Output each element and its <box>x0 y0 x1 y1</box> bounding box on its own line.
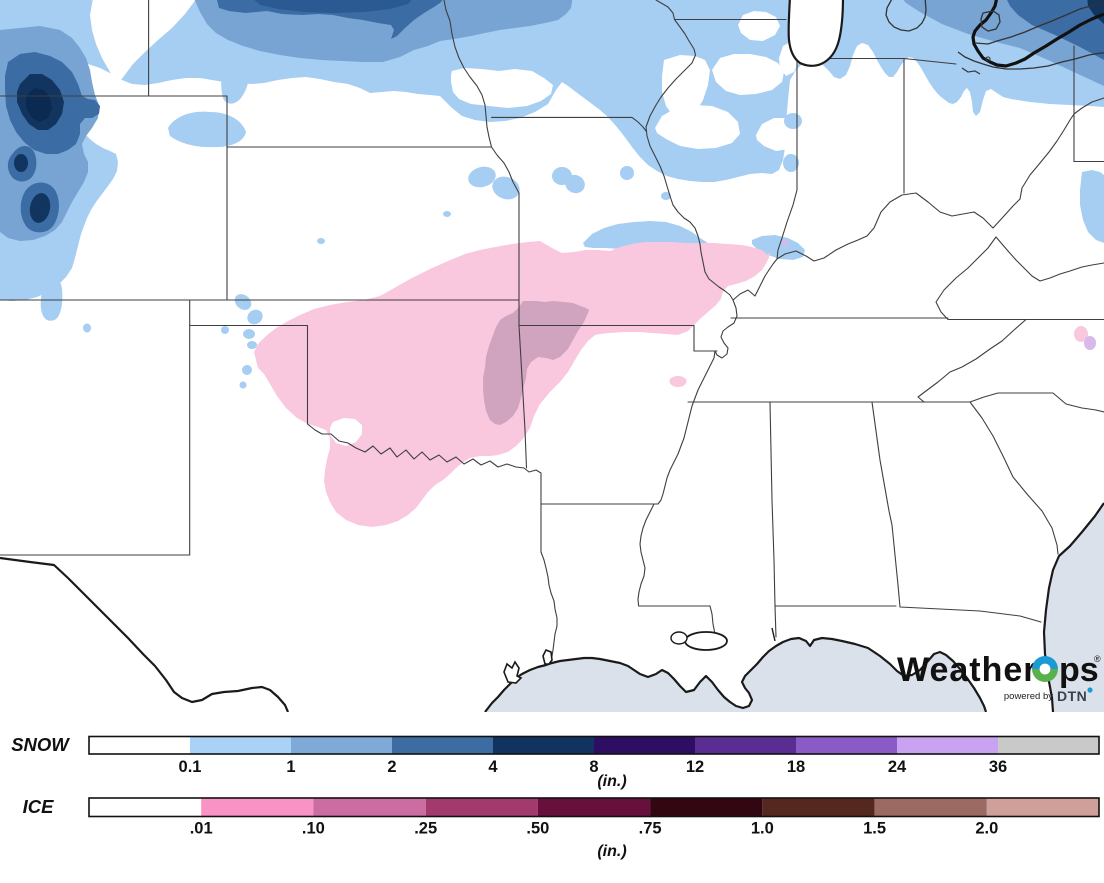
svg-text:8: 8 <box>589 758 598 776</box>
svg-text:(in.): (in.) <box>597 773 626 790</box>
svg-text:0.1: 0.1 <box>179 758 202 776</box>
svg-text:DTN: DTN <box>1057 688 1087 704</box>
svg-text:2.0: 2.0 <box>975 820 998 838</box>
svg-text:.50: .50 <box>526 820 549 838</box>
svg-text:24: 24 <box>888 758 907 776</box>
svg-text:.01: .01 <box>190 820 213 838</box>
svg-text:12: 12 <box>686 758 704 776</box>
svg-text:SNOW: SNOW <box>11 734 70 755</box>
svg-text:ICE: ICE <box>23 796 55 817</box>
svg-text:ps: ps <box>1059 651 1099 689</box>
svg-text:.75: .75 <box>639 820 662 838</box>
svg-text:.25: .25 <box>414 820 437 838</box>
svg-text:4: 4 <box>488 758 498 776</box>
svg-text:1: 1 <box>286 758 295 776</box>
svg-text:1.0: 1.0 <box>751 820 774 838</box>
svg-text:®: ® <box>1094 654 1101 664</box>
svg-text:powered by: powered by <box>1004 691 1053 702</box>
svg-text:.10: .10 <box>302 820 325 838</box>
svg-text:2: 2 <box>387 758 396 776</box>
svg-text:Weather: Weather <box>897 651 1038 689</box>
svg-text:18: 18 <box>787 758 805 776</box>
svg-text:(in.): (in.) <box>597 843 626 860</box>
svg-text:1.5: 1.5 <box>863 820 886 838</box>
svg-text:36: 36 <box>989 758 1007 776</box>
